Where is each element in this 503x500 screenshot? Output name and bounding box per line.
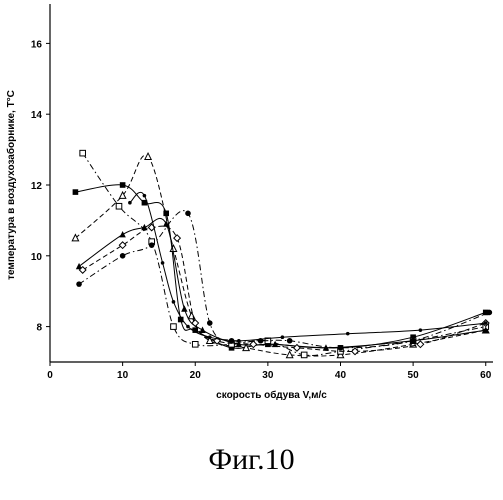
y-tick-label: 12 (31, 181, 43, 192)
series-1 (73, 182, 489, 350)
data-point-square-open (301, 352, 307, 358)
data-point-diamond-open (192, 320, 199, 327)
series-6-line (79, 211, 489, 348)
x-tick-label: 20 (190, 370, 202, 381)
y-tick-label: 14 (31, 110, 43, 121)
data-point-triangle (181, 305, 187, 311)
y-tick-label: 16 (31, 39, 43, 50)
series-5-line (83, 226, 486, 351)
data-point-dot (346, 332, 350, 336)
data-point-circle (149, 242, 155, 248)
data-point-dot (419, 328, 423, 332)
data-point-circle (185, 211, 191, 217)
x-tick-label: 30 (262, 370, 274, 381)
data-point-dot (161, 261, 165, 265)
data-point-diamond-open (417, 341, 424, 348)
x-tick-label: 60 (480, 370, 492, 381)
data-point-square-open (192, 342, 198, 348)
y-tick-label: 8 (36, 323, 42, 334)
x-tick-label: 50 (408, 370, 420, 381)
series-3 (80, 150, 489, 357)
series-4 (76, 218, 489, 350)
data-point-circle (287, 338, 293, 344)
data-point-diamond-open (119, 242, 126, 249)
data-point-dot (172, 300, 176, 304)
series-5 (79, 224, 489, 355)
series-1-line (75, 185, 485, 349)
data-point-triangle-open (145, 153, 151, 159)
series-2 (72, 153, 489, 358)
data-point-triangle-open (286, 351, 292, 357)
data-point-square-open (116, 203, 122, 209)
data-point-square (73, 189, 79, 195)
data-point-dot (208, 335, 212, 339)
data-point-dot (128, 201, 132, 205)
data-point-square (120, 182, 126, 188)
x-axis-label: скорость обдува V,м/с (216, 389, 327, 401)
x-tick-label: 40 (335, 370, 347, 381)
series-4-line (79, 218, 486, 347)
data-point-dot (237, 339, 241, 343)
data-point-diamond-open (174, 235, 181, 242)
data-point-circle (410, 338, 416, 344)
data-point-dot (143, 194, 147, 198)
series-2-line (75, 155, 485, 356)
data-point-dot (484, 321, 488, 325)
y-tick-label: 10 (31, 252, 43, 263)
data-point-circle (487, 310, 493, 316)
y-axis-label: температура в воздухозаборнике, T°C (5, 90, 17, 280)
figure-caption: Фиг.10 (0, 443, 503, 477)
data-point-dot (186, 325, 190, 329)
data-point-square-open (171, 324, 177, 330)
series-layer (72, 150, 492, 357)
series-3-line (83, 153, 486, 355)
data-point-circle (76, 281, 82, 287)
data-point-triangle (199, 327, 205, 333)
x-tick-label: 0 (47, 370, 53, 381)
line-chart: 0 10 20 30 40 50 60 8 10 12 14 16 температура в воз… (0, 0, 503, 460)
data-point-square-open (80, 150, 86, 156)
data-point-circle (120, 253, 126, 259)
data-point-circle (338, 345, 344, 351)
data-point-triangle (119, 231, 125, 237)
data-point-dot (281, 335, 285, 339)
data-point-circle (207, 320, 213, 326)
x-tick-label: 10 (117, 370, 129, 381)
